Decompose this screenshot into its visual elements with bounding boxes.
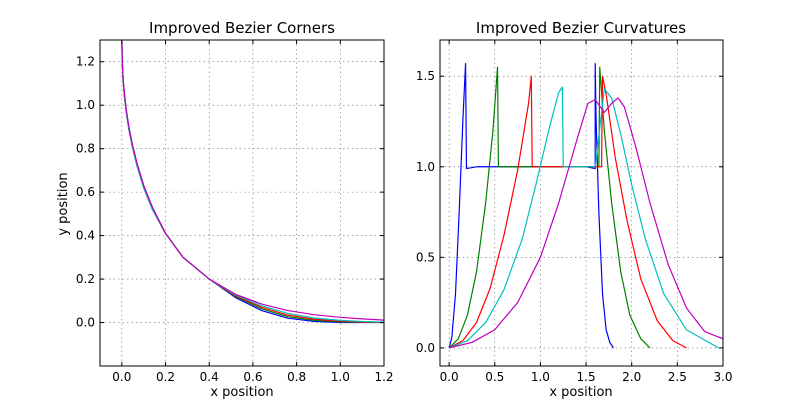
chart-improved-bezier-corners: Improved Bezier Corners x position y pos… xyxy=(56,19,394,400)
y-tick-label: 1.2 xyxy=(76,55,95,69)
x-tick-label: 0.5 xyxy=(485,370,504,384)
series-group xyxy=(121,40,384,324)
series-line-1 xyxy=(448,66,651,349)
series-line-1 xyxy=(121,40,384,324)
y-tick-label: 1.0 xyxy=(416,160,435,174)
series-group xyxy=(448,62,723,349)
y-tick-label: 0.5 xyxy=(416,250,435,264)
x-tick-label: 0.2 xyxy=(156,370,175,384)
series-line-3 xyxy=(448,86,719,349)
x-tick-label: 0.8 xyxy=(287,370,306,384)
y-tick-label: 0.0 xyxy=(76,316,95,330)
x-tick-label: 0.6 xyxy=(243,370,262,384)
y-tick-label: 0.2 xyxy=(76,272,95,286)
chart-improved-bezier-curvatures: Improved Bezier Curvatures x position 0.… xyxy=(416,19,733,400)
y-tick-label: 1.0 xyxy=(76,98,95,112)
y-tick-label: 0.4 xyxy=(76,229,95,243)
grid xyxy=(440,40,724,366)
axis-ticks: 0.0 0.2 0.4 0.6 0.8 1.0 1.2 0.0 0.2 0.4 0.6 0.8 1.0 1… xyxy=(76,40,394,384)
y-tick-label: 0.8 xyxy=(76,142,95,156)
x-tick-label: 2.0 xyxy=(622,370,641,384)
y-tick-label: 0.6 xyxy=(76,185,95,199)
series-line-4 xyxy=(121,40,384,321)
x-tick-label: 0.4 xyxy=(200,370,219,384)
x-tick-label: 1.0 xyxy=(531,370,550,384)
plot-frame xyxy=(439,39,724,367)
x-axis-label: x position xyxy=(210,385,273,400)
x-axis-label: x position xyxy=(549,385,612,400)
series-line-0 xyxy=(121,40,384,324)
y-tick-label: 0.0 xyxy=(416,341,435,355)
x-tick-label: 1.2 xyxy=(374,370,393,384)
x-tick-label: 1.0 xyxy=(331,370,350,384)
chart-title: Improved Bezier Corners xyxy=(149,19,335,37)
x-tick-label: 0.0 xyxy=(112,370,131,384)
axis-ticks: 0.0 0.5 1.0 1.5 2.0 2.5 3.0 0.0 0.5 1.0 1.5 xyxy=(416,40,733,384)
x-tick-label: 1.5 xyxy=(577,370,596,384)
y-tick-label: 1.5 xyxy=(416,69,435,83)
series-line-4 xyxy=(448,97,723,349)
chart-title: Improved Bezier Curvatures xyxy=(476,19,686,37)
y-axis-label: y position xyxy=(56,172,71,235)
x-tick-label: 0.0 xyxy=(440,370,459,384)
x-tick-label: 2.5 xyxy=(668,370,687,384)
x-tick-label: 3.0 xyxy=(713,370,732,384)
plot-frame xyxy=(99,39,385,367)
